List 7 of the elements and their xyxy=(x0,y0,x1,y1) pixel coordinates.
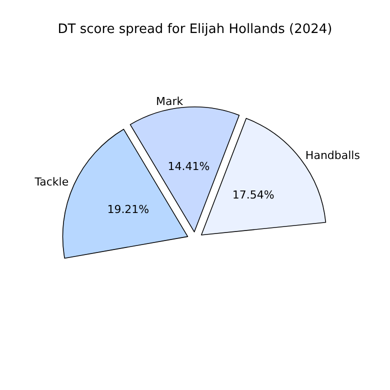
data-label: 19.21% xyxy=(107,202,150,216)
data-label: 14.41% xyxy=(168,160,210,174)
data-label: 17.54% xyxy=(232,188,274,202)
slice-label: Tackle xyxy=(34,176,69,189)
slice-label: Handballs xyxy=(305,148,360,162)
slice-label: Mark xyxy=(156,94,184,108)
chart-title: DT score spread for Elijah Hollands (2024) xyxy=(58,22,332,37)
